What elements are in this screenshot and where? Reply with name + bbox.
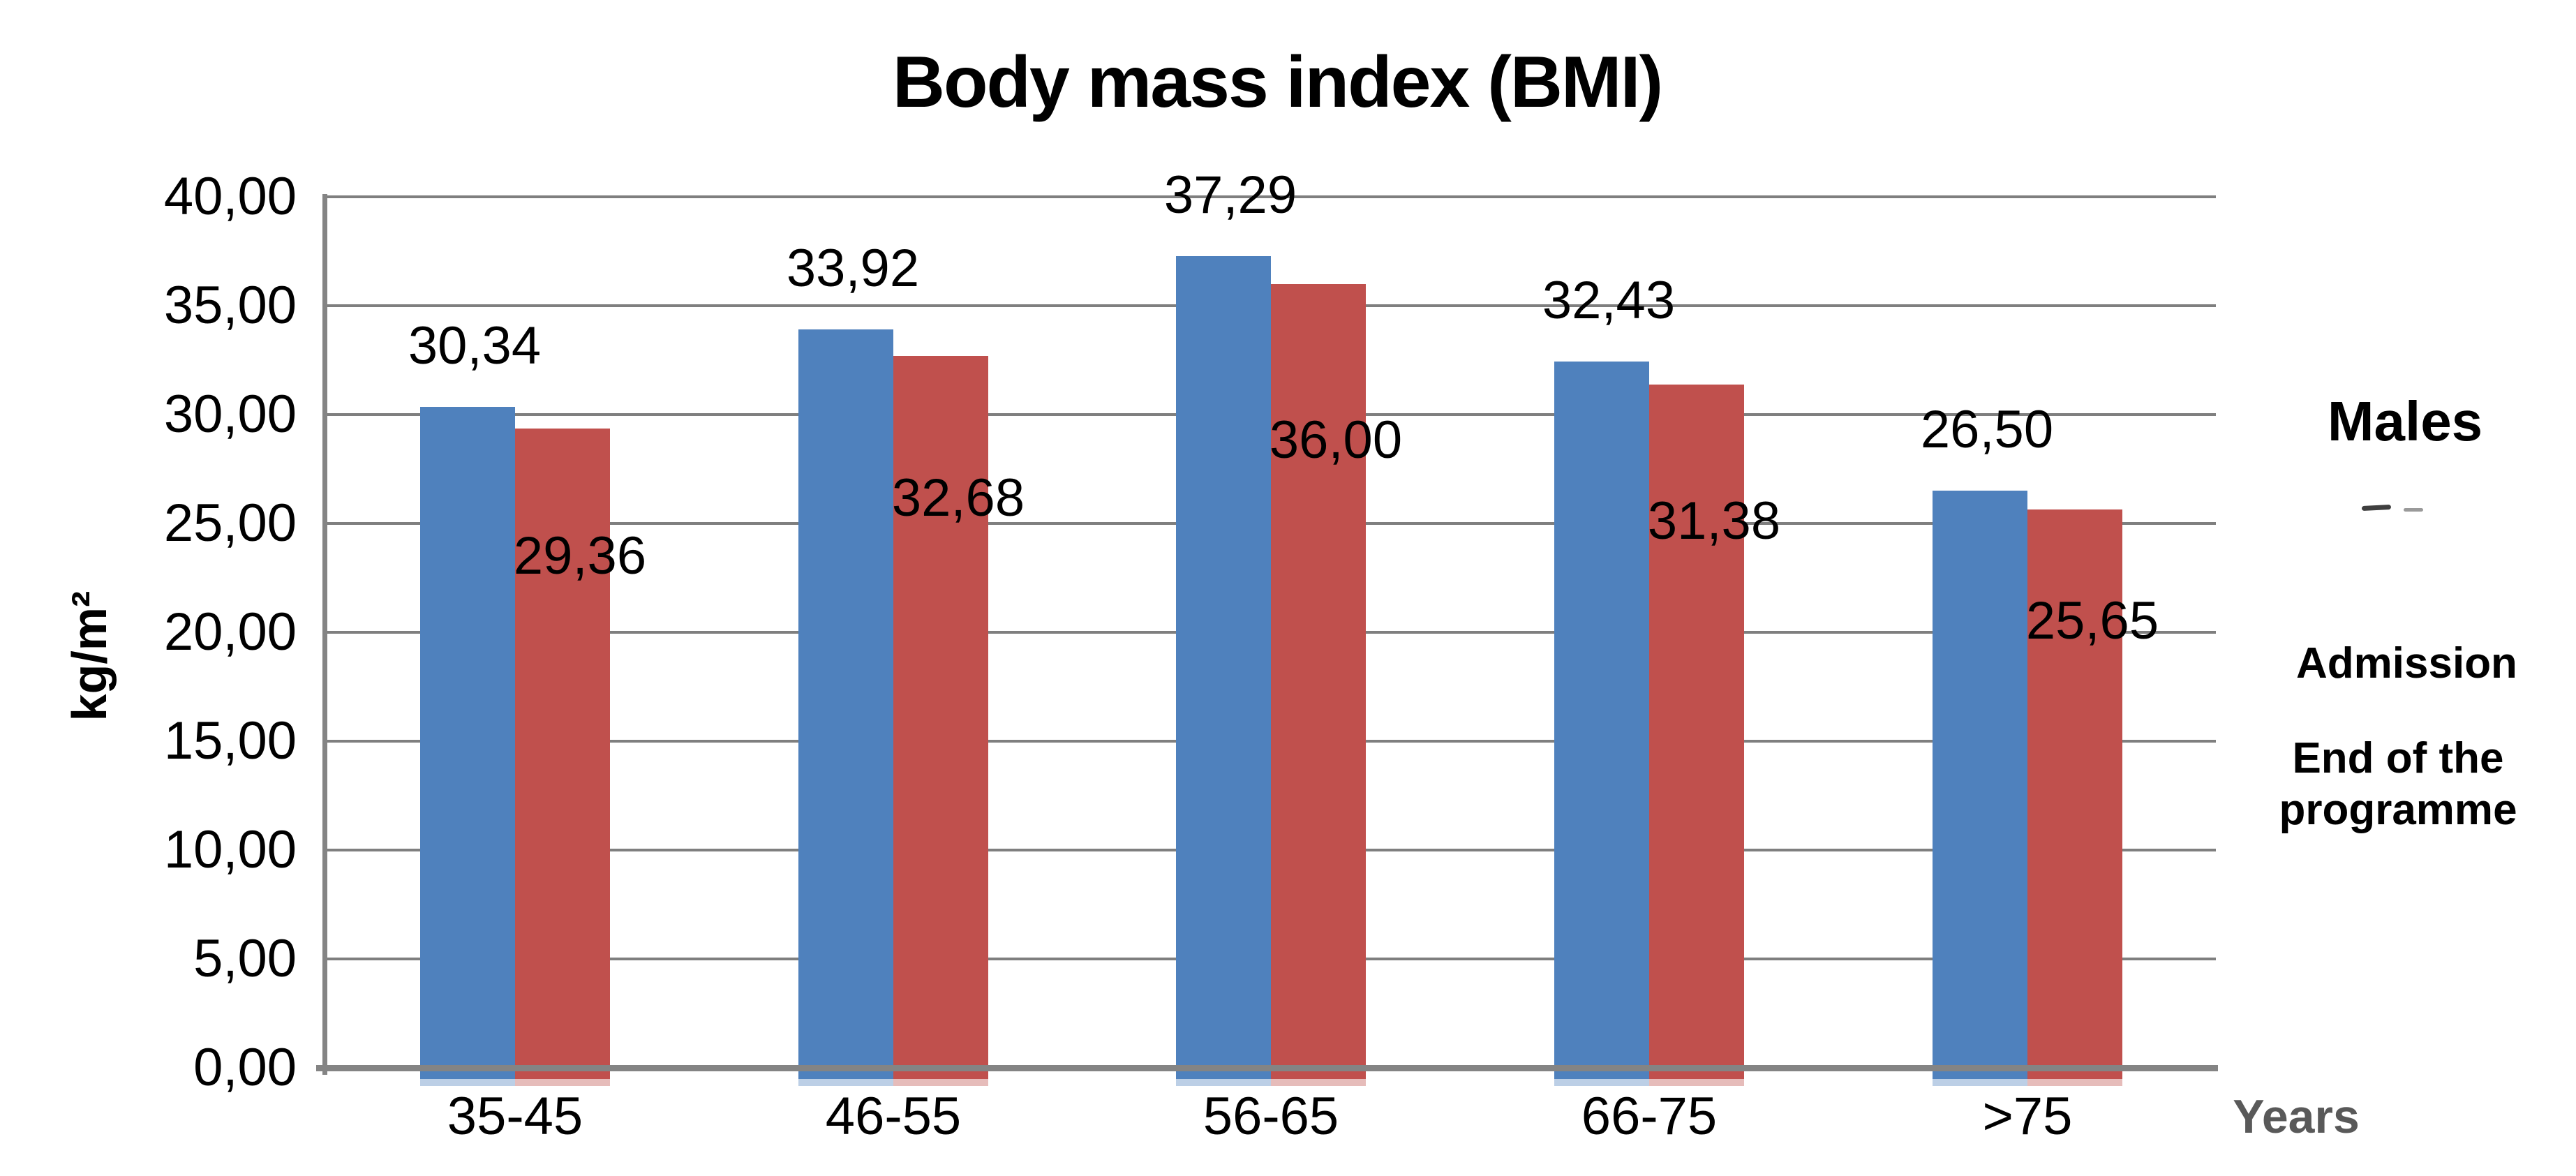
y-tick-label: 35,00 xyxy=(163,276,297,335)
y-tick-label: 15,00 xyxy=(163,711,297,771)
y-tick-label: 40,00 xyxy=(163,167,297,226)
x-tick-label: 56-65 xyxy=(1203,1087,1339,1146)
bar-end-of-programme-56-65 xyxy=(1271,283,1366,1079)
y-tick-label: 20,00 xyxy=(163,602,297,662)
artifact-dash-small xyxy=(2404,508,2423,512)
legend-label-admission: Admission xyxy=(2296,639,2517,687)
bar-tail xyxy=(515,1079,610,1086)
chart-title: Body mass index (BMI) xyxy=(892,42,1663,123)
data-label: 36,00 xyxy=(1269,410,1403,470)
x-tick-label: 35-45 xyxy=(447,1087,583,1146)
data-label: 30,34 xyxy=(408,316,542,376)
artifact-dash xyxy=(2361,504,2392,512)
legend-title: Males xyxy=(2327,390,2483,452)
y-tick-label: 25,00 xyxy=(163,493,297,553)
bar-tail xyxy=(1933,1079,2027,1086)
y-tick-label: 30,00 xyxy=(163,385,297,444)
y-tick-label: 5,00 xyxy=(193,929,297,988)
x-axis-line xyxy=(316,1065,2218,1071)
bar-admission-35-45 xyxy=(420,407,515,1079)
gridline xyxy=(326,195,2216,198)
bar-tail xyxy=(1176,1079,1271,1086)
bar-tail xyxy=(1271,1079,1366,1086)
x-tick-label: >75 xyxy=(1982,1087,2073,1146)
end-of-programme-swatch-icon xyxy=(2236,740,2270,772)
x-axis-title: Years xyxy=(2233,1090,2360,1143)
bar-end-of-programme-66-75 xyxy=(1649,384,1744,1079)
y-tick-label: 0,00 xyxy=(193,1038,297,1097)
data-label: 32,68 xyxy=(891,468,1025,528)
bar-tail xyxy=(798,1079,893,1086)
x-tick-label: 66-75 xyxy=(1581,1087,1718,1146)
data-label: 31,38 xyxy=(1647,491,1781,551)
bar-tail xyxy=(2027,1079,2122,1086)
bar-admission->75 xyxy=(1933,491,2027,1079)
bar-tail xyxy=(1649,1079,1744,1086)
admission-swatch-icon xyxy=(2238,648,2271,680)
data-label: 25,65 xyxy=(2025,590,2159,650)
data-label: 33,92 xyxy=(786,238,920,298)
y-axis-line xyxy=(322,194,327,1075)
bar-tail xyxy=(1554,1079,1649,1086)
bar-admission-46-55 xyxy=(798,329,893,1079)
y-tick-label: 10,00 xyxy=(163,820,297,879)
x-tick-label: 46-55 xyxy=(825,1087,962,1146)
data-label: 37,29 xyxy=(1163,165,1297,225)
data-label: 32,43 xyxy=(1542,271,1676,331)
bar-tail xyxy=(420,1079,515,1086)
bar-end-of-programme-46-55 xyxy=(893,356,988,1079)
bar-admission-66-75 xyxy=(1554,362,1649,1079)
bar-tail xyxy=(893,1079,988,1086)
bar-end-of-programme->75 xyxy=(2027,509,2122,1079)
bar-end-of-programme-35-45 xyxy=(515,428,610,1079)
data-label: 29,36 xyxy=(513,526,647,586)
legend-label-end-of-programme: End of the programme xyxy=(2279,734,2517,834)
data-label: 26,50 xyxy=(1920,400,2054,460)
bar-admission-56-65 xyxy=(1176,255,1271,1079)
